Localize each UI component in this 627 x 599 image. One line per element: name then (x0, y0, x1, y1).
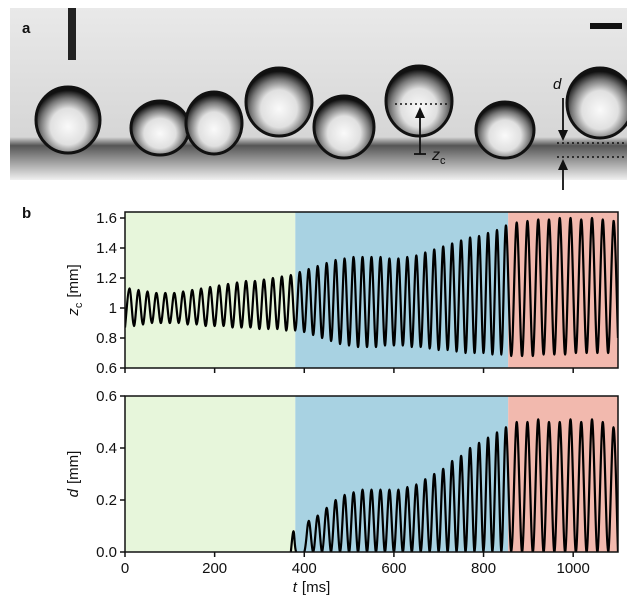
y-tick-label: 0.6 (96, 388, 117, 405)
x-axis-label: t [ms] (293, 579, 331, 596)
x-tick-label: 600 (381, 560, 406, 577)
y-tick-label: 1.2 (96, 270, 117, 287)
arrows (414, 98, 568, 190)
y-tick-label: 1.6 (96, 210, 117, 227)
y-tick-label: 0.8 (96, 330, 117, 347)
x-tick-label: 0 (121, 560, 129, 577)
y-tick-label: 0.2 (96, 492, 117, 509)
y-axis-label: zc [mm] (65, 264, 85, 316)
guide-lines (395, 103, 624, 158)
shaded-region (125, 396, 296, 552)
panel-label: b (22, 205, 31, 222)
droplets (34, 64, 627, 160)
plot-frame (124, 211, 619, 369)
x-tick-label: 200 (202, 560, 227, 577)
y-label-symbol: d (65, 488, 82, 497)
zc-symbol: z (431, 147, 440, 164)
d-label: d (553, 76, 562, 93)
x-label-symbol: t (293, 579, 298, 596)
y-tick-label: 1.4 (96, 240, 117, 257)
y-tick-label: 0.4 (96, 440, 117, 457)
x-tick-label: 400 (292, 560, 317, 577)
x-label-unit: [ms] (302, 579, 330, 596)
x-tick-label: 1000 (556, 560, 589, 577)
y-label-subscript: c (73, 302, 85, 308)
y-tick-label: 0.6 (96, 360, 117, 377)
needle (68, 8, 76, 60)
zc-subscript: c (440, 155, 446, 167)
panel-label: a (22, 20, 31, 37)
y-label-symbol: z (65, 308, 82, 317)
photo: d zc (10, 8, 627, 190)
plot-frame (124, 395, 619, 553)
zc-label: zc (431, 147, 446, 167)
data-line (125, 216, 618, 358)
y-axis-label: d [mm] (65, 451, 82, 498)
y-label-unit: [mm] (65, 451, 82, 484)
y-label-unit: [mm] (65, 264, 82, 297)
photo-background (10, 8, 627, 180)
y-tick-label: 0.0 (96, 544, 117, 561)
scale-bar (590, 23, 622, 29)
y-tick-label: 1 (109, 300, 117, 317)
x-tick-label: 800 (471, 560, 496, 577)
